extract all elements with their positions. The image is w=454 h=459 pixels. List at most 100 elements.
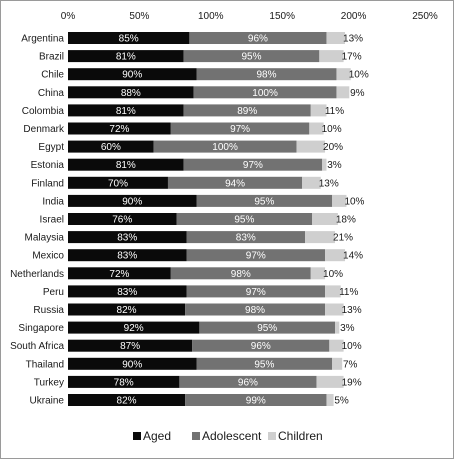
data-label: 10% (344, 196, 364, 207)
category-label: India (42, 196, 64, 207)
bar-segment-aged (68, 86, 194, 99)
data-label: 21% (333, 233, 353, 244)
bar-row-colombia: 81% 89% 11% (68, 104, 344, 117)
bar-row-brazil: 81% 95% 17% (68, 50, 362, 63)
bar-row-turkey: 78% 96% 19% (68, 375, 362, 388)
data-label: 76% (112, 215, 132, 226)
x-tick-label: 200% (341, 11, 367, 22)
bar-row-thailand: 90% 95% 7% (68, 357, 358, 370)
data-label: 10% (342, 341, 362, 352)
bar-segment-children (302, 176, 321, 189)
data-label: 95% (234, 215, 254, 226)
bar-segment-children (325, 249, 346, 262)
bar-segment-adolescent (170, 122, 310, 135)
legend-item-adolescent: Adolescent (192, 429, 262, 443)
category-label: Israel (40, 215, 64, 226)
data-label: 13% (319, 178, 339, 189)
bar-segment-children (309, 122, 324, 135)
data-label: 85% (119, 34, 139, 45)
bar-segment-adolescent (170, 267, 311, 280)
bar-row-argentina: 85% 96% 13% (68, 32, 363, 45)
data-label: 10% (323, 269, 343, 280)
bar-row-chile: 90% 98% 10% (68, 68, 369, 81)
bar-segment-adolescent (189, 32, 327, 44)
bar-segment-children (322, 158, 327, 171)
legend-label: Adolescent (202, 429, 262, 443)
data-label: 3% (327, 160, 342, 171)
data-label: 72% (109, 124, 129, 135)
bar-row-china: 88% 100% 9% (68, 86, 365, 99)
category-label: Turkey (34, 377, 64, 388)
data-label: 78% (114, 377, 134, 388)
bar-row-estonia: 81% 97% 3% (68, 158, 342, 171)
bar-row-india: 90% 95% 10% (68, 194, 365, 207)
data-label: 10% (349, 70, 369, 81)
bar-segment-aged (68, 176, 168, 189)
data-label: 97% (246, 251, 266, 262)
data-label: 83% (117, 233, 137, 244)
bar-segment-aged (68, 267, 171, 280)
bar-segment-aged (68, 122, 171, 135)
bar-segment-adolescent (167, 176, 303, 189)
bar-segment-children (296, 140, 326, 153)
bar-row-russia: 82% 98% 13% (68, 303, 362, 316)
data-label: 13% (343, 34, 363, 45)
category-label: Egypt (38, 142, 64, 153)
category-label: Malaysia (25, 233, 65, 244)
bar-segment-adolescent (186, 285, 326, 298)
bar-segment-adolescent (196, 357, 333, 370)
category-label: Colombia (22, 106, 65, 117)
bar-segment-children (312, 213, 338, 225)
data-label: 97% (246, 287, 266, 298)
bar-segment-children (335, 321, 340, 334)
bar-segment-adolescent (185, 394, 327, 406)
category-label: Brazil (39, 52, 64, 63)
bar-segment-children (332, 194, 347, 207)
data-label: 100% (212, 142, 238, 153)
bar-segment-aged (68, 357, 197, 370)
legend-item-children: Children (268, 429, 323, 443)
data-label: 97% (230, 124, 250, 135)
bar-row-israel: 76% 95% 18% (68, 213, 356, 226)
legend: Aged Adolescent Children (133, 429, 323, 443)
bar-segment-aged (68, 339, 193, 352)
data-label: 82% (117, 396, 137, 407)
bar-row-south-africa: 87% 96% 10% (68, 339, 362, 352)
category-label: Russia (33, 305, 64, 316)
data-label: 95% (241, 52, 261, 63)
data-label: 82% (117, 305, 137, 316)
data-label: 70% (108, 178, 128, 189)
data-label: 98% (231, 269, 251, 280)
bar-segment-adolescent (183, 104, 311, 117)
bar-segment-aged (68, 68, 197, 81)
bar-segment-adolescent (183, 158, 323, 171)
data-label: 99% (246, 396, 266, 407)
legend-item-aged: Aged (133, 429, 171, 443)
category-label: Peru (43, 287, 64, 298)
category-labels: Argentina Brazil Chile China Colombia Denmark… (10, 34, 65, 407)
data-label: 60% (101, 142, 121, 153)
x-tick-label: 100% (198, 11, 224, 22)
data-label: 90% (122, 70, 142, 81)
bar-segment-adolescent (199, 321, 336, 334)
category-label: Estonia (31, 160, 65, 171)
bar-segment-adolescent (183, 50, 320, 63)
bar-segment-adolescent (185, 303, 326, 316)
bar-segment-children (332, 357, 343, 370)
data-label: 10% (322, 124, 342, 135)
data-label: 95% (257, 323, 277, 334)
bar-segment-children (336, 86, 350, 99)
bar-segment-aged (68, 213, 177, 225)
bar-segment-children (336, 68, 351, 81)
data-label: 13% (342, 305, 362, 316)
data-label: 87% (120, 341, 140, 352)
bar-segment-aged (68, 50, 184, 63)
bar-segment-adolescent (192, 339, 330, 352)
category-label: Mexico (32, 251, 64, 262)
legend-swatch (133, 432, 141, 440)
data-label: 11% (325, 106, 344, 117)
data-label: 81% (116, 52, 136, 63)
bar-row-ukraine: 82% 99% 5% (68, 394, 349, 407)
data-label: 72% (109, 269, 129, 280)
data-label: 14% (343, 251, 363, 262)
